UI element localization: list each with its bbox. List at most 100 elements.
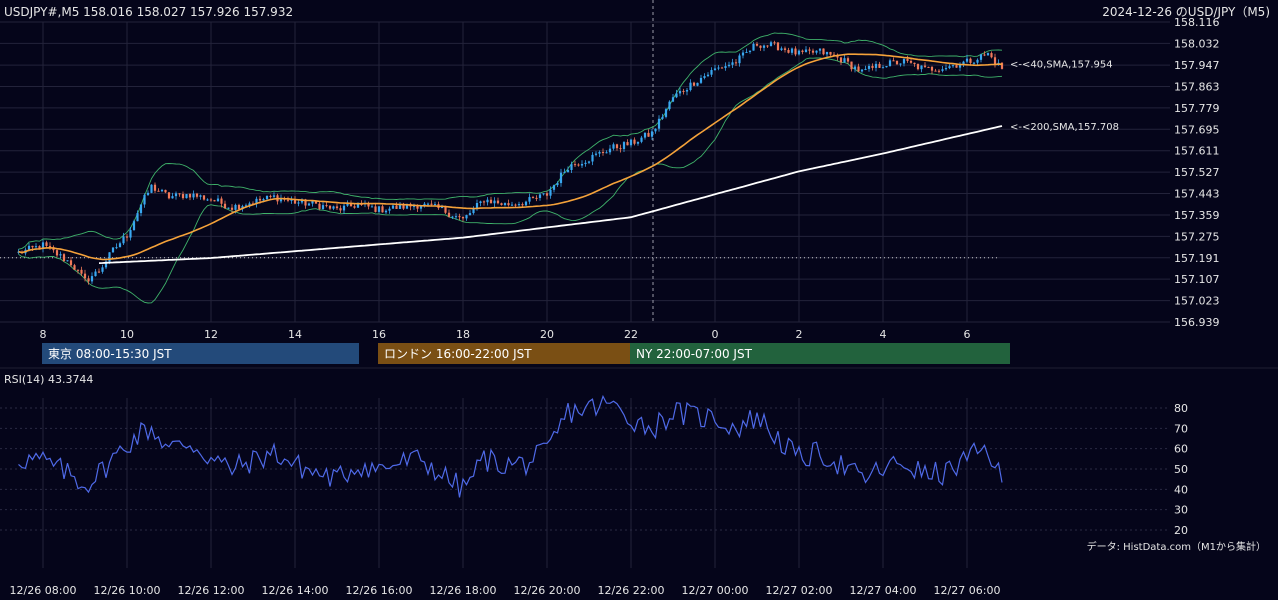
date-tick-label: 12/27 00:00 (682, 584, 749, 597)
candle-body (776, 42, 780, 51)
candle-body (594, 153, 598, 155)
rsi-tick-label: 70 (1174, 422, 1188, 435)
candle-body (388, 208, 391, 211)
candle-body (629, 139, 633, 146)
candle-body (773, 42, 776, 44)
price-tick-label: 157.863 (1174, 80, 1220, 93)
candle-body (503, 203, 507, 206)
candle-body (734, 62, 738, 64)
candle-body (552, 185, 556, 190)
candle-body (888, 60, 892, 66)
candle-body (538, 194, 542, 198)
candle-body (678, 90, 682, 94)
price-tick-label: 157.695 (1174, 123, 1220, 136)
candle-body (878, 63, 881, 68)
candle-body (615, 144, 619, 149)
candle-body (948, 66, 951, 69)
candle-body (535, 197, 538, 199)
candle-body (377, 206, 381, 212)
candle-body (108, 252, 111, 262)
candle-body (195, 193, 199, 197)
rsi-tick-label: 20 (1174, 524, 1188, 537)
candle-body (797, 50, 801, 55)
candle-body (104, 261, 108, 268)
candle-body (321, 205, 325, 210)
candle-body (80, 269, 83, 274)
candle-body (507, 203, 510, 206)
candle-body (426, 203, 430, 205)
candle-body (584, 162, 587, 164)
rsi-tick-label: 50 (1174, 463, 1188, 476)
hour-tick-label: 16 (372, 328, 386, 341)
candle-body (752, 43, 755, 51)
candle-body (689, 82, 692, 91)
candle-body (444, 206, 447, 213)
candle-body (661, 116, 664, 119)
candle-body (853, 66, 857, 70)
candle-body (27, 245, 31, 250)
candle-body (500, 203, 503, 206)
candle-body (745, 51, 748, 53)
candle-body (132, 221, 136, 231)
rsi-tick-label: 40 (1174, 483, 1188, 496)
price-tick-label: 157.191 (1174, 252, 1220, 265)
candle-body (811, 50, 815, 53)
candle-body (55, 250, 59, 256)
candle-body (909, 60, 913, 63)
chart-title: 2024-12-26 のUSD/JPY（M5) (1102, 5, 1270, 19)
candle-body (153, 184, 157, 191)
candle-body (738, 55, 741, 64)
candle-body (423, 203, 426, 206)
candle-body (192, 193, 195, 198)
date-tick-label: 12/26 10:00 (94, 584, 161, 597)
candle-body (955, 65, 958, 68)
candle-body (433, 204, 437, 206)
candle-body (906, 59, 909, 61)
candle-body (430, 203, 433, 205)
candle-body (332, 206, 335, 209)
candle-body (815, 50, 818, 53)
candle-body (496, 200, 500, 204)
candle-body (447, 212, 451, 217)
candle-body (783, 48, 787, 50)
candle-body (514, 204, 517, 206)
candle-body (339, 208, 342, 211)
candle-body (969, 58, 972, 63)
candle-body (216, 198, 220, 202)
candle-body (262, 199, 265, 201)
hour-tick-label: 6 (964, 328, 971, 341)
candle-body (83, 273, 87, 279)
candle-body (727, 64, 731, 67)
candle-body (703, 76, 706, 78)
date-tick-label: 12/26 14:00 (262, 584, 329, 597)
candle-body (570, 164, 573, 171)
candle-body (839, 57, 843, 63)
candle-body (748, 50, 752, 52)
candle-body (864, 68, 867, 70)
candle-body (843, 58, 846, 63)
candle-body (41, 242, 45, 249)
candle-body (531, 197, 535, 199)
candle-body (118, 243, 122, 248)
candle-body (230, 207, 234, 210)
candle-body (941, 69, 944, 71)
candle-body (465, 215, 468, 219)
candle-body (129, 230, 132, 238)
candle-body (916, 64, 920, 70)
candle-body (920, 65, 923, 70)
candle-body (489, 199, 493, 204)
candle-body (384, 210, 388, 213)
candle-body (808, 49, 811, 51)
candle-body (731, 62, 734, 65)
price-tick-label: 157.107 (1174, 273, 1220, 286)
candle-body (958, 64, 962, 68)
candle-body (710, 70, 713, 75)
candle-body (335, 206, 339, 209)
candle-body (101, 267, 104, 272)
candle-body (951, 65, 955, 67)
candle-body (556, 183, 559, 186)
candle-body (381, 206, 384, 213)
hour-tick-label: 14 (288, 328, 302, 341)
candle-body (990, 53, 993, 58)
